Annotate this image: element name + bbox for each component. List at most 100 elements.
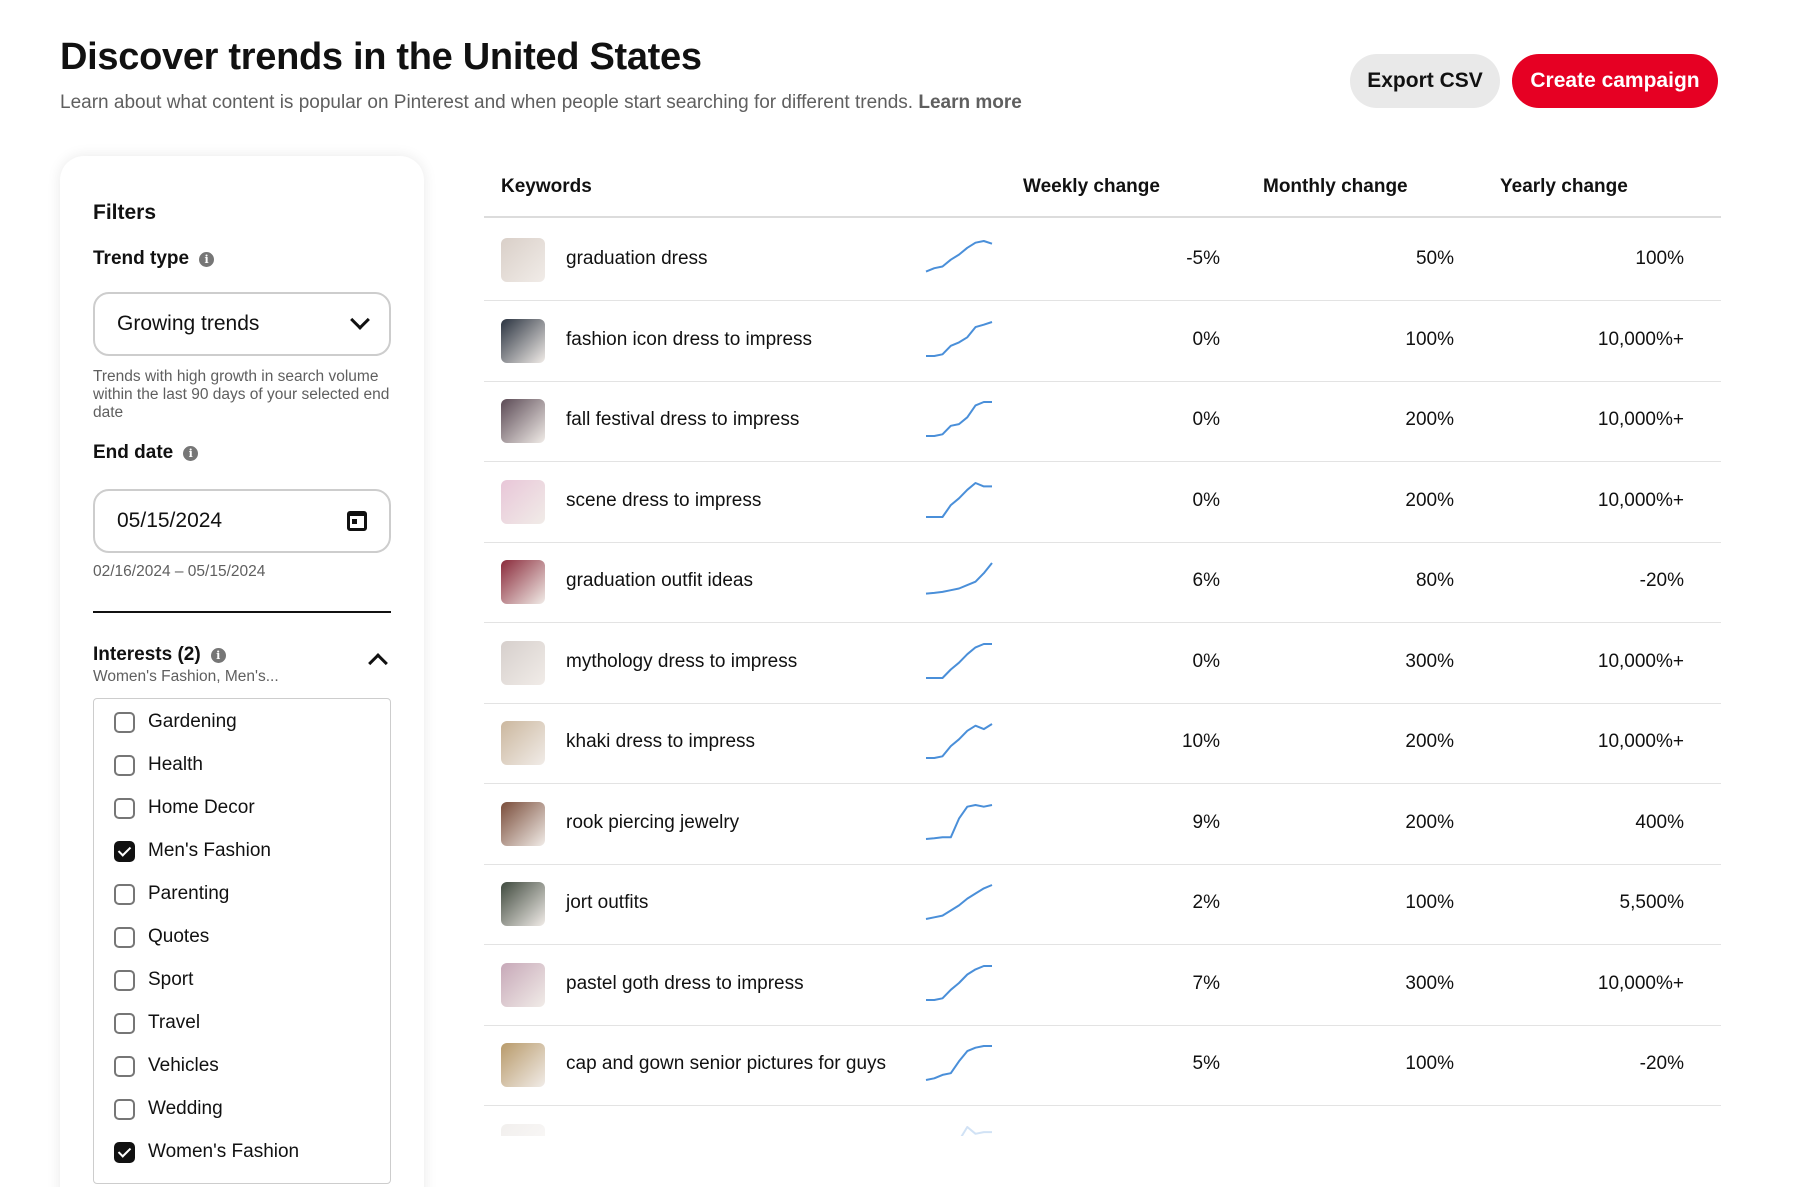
- interest-option[interactable]: Parenting: [114, 883, 229, 905]
- keyword-text[interactable]: cap and gown senior pictures for guys: [566, 1053, 887, 1074]
- trend-line: [925, 803, 993, 840]
- interest-checkbox[interactable]: [114, 1141, 135, 1163]
- interest-checkbox[interactable]: [114, 840, 135, 862]
- interests-checklist[interactable]: Gardening Health Home Decor Men's Fashion Pa…: [93, 698, 391, 1184]
- keyword-text[interactable]: fashion icon dress to impress: [566, 328, 813, 350]
- weekly-change-value: 0%: [1192, 489, 1220, 511]
- interest-option[interactable]: Men's Fashion: [114, 840, 271, 862]
- yearly-change-value: 5,500%: [1619, 892, 1684, 913]
- table-row[interactable]: cap and gown senior pictures for guys 5% 1…: [484, 1025, 1721, 1106]
- trend-sparkline: [925, 240, 993, 273]
- yearly-change-value: 10,000%+: [1597, 409, 1684, 430]
- keyword-text[interactable]: pastel goth dress to impress: [566, 972, 804, 994]
- trend-line: [926, 401, 992, 437]
- keyword-text[interactable]: fall festival dress to impress: [566, 409, 800, 430]
- interest-option[interactable]: Home Decor: [114, 797, 255, 819]
- interest-option[interactable]: Health: [114, 754, 203, 776]
- keyword-text[interactable]: graduation outfit ideas: [566, 570, 753, 591]
- table-row[interactable]: scene dress to impress 0% 200% 10,000%+: [484, 462, 1721, 543]
- keyword-thumbnail: [501, 882, 545, 926]
- trend-sparkline: [925, 803, 993, 840]
- interest-checkbox[interactable]: [114, 1012, 135, 1034]
- interest-label: Men's Fashion: [148, 840, 271, 861]
- trend-line: [925, 884, 993, 920]
- interest-option[interactable]: Sport: [114, 969, 193, 991]
- monthly-change-value: 300%: [1405, 972, 1454, 994]
- weekly-change-value: -5%: [1186, 248, 1220, 269]
- end-date-field[interactable]: 05/15/2024: [93, 489, 391, 553]
- interest-checkbox[interactable]: [114, 969, 135, 991]
- interest-label: Women's Fashion: [148, 1141, 300, 1162]
- interests-toggle[interactable]: Interests (2) i Women's Fashion, Men's..…: [93, 644, 391, 686]
- yearly-change-value: 400%: [1635, 811, 1684, 833]
- interest-label: Sport: [148, 969, 194, 990]
- keyword-text[interactable]: jort outfits: [566, 892, 649, 913]
- table-row[interactable]: pastel goth dress to impress 7% 300% 10,000…: [484, 945, 1721, 1026]
- header-monthly-change[interactable]: Monthly change: [1263, 176, 1408, 197]
- table-row[interactable]: fall festival dress to impress 0% 200% 10,0…: [484, 381, 1721, 462]
- interest-label: Gardening: [148, 711, 237, 732]
- interest-option[interactable]: Quotes: [114, 926, 209, 948]
- interest-option[interactable]: Gardening: [114, 711, 237, 733]
- interests-title: Interests (2) i: [93, 644, 391, 666]
- interest-checkbox[interactable]: [114, 754, 135, 776]
- trend-line: [925, 1045, 992, 1081]
- yearly-change-value: 10,000%+: [1597, 328, 1684, 350]
- trend-line: [926, 642, 992, 679]
- trend-type-select[interactable]: Growing trends: [93, 292, 391, 356]
- create-campaign-button[interactable]: Create campaign: [1512, 54, 1718, 108]
- subtitle-text: Learn about what content is popular on P…: [60, 92, 914, 113]
- calendar-icon[interactable]: [347, 511, 367, 531]
- interest-checkbox[interactable]: [114, 883, 135, 905]
- trend-sparkline: [925, 1045, 992, 1081]
- interest-checkbox[interactable]: [114, 926, 135, 948]
- interest-checkbox[interactable]: [114, 711, 135, 733]
- filters-title: Filters: [93, 201, 157, 224]
- table-row[interactable]: graduation outfit ideas 6% 80% -20%: [484, 542, 1721, 623]
- table-row[interactable]: jort outfits 2% 100% 5,500%: [484, 864, 1721, 945]
- header-yearly-change[interactable]: Yearly change: [1500, 176, 1628, 197]
- interest-option[interactable]: Wedding: [114, 1098, 223, 1120]
- keyword-thumbnail: [501, 318, 545, 363]
- interest-label: Home Decor: [148, 797, 255, 818]
- keyword-text[interactable]: rook piercing jewelry: [566, 811, 740, 833]
- keyword-text[interactable]: mythology dress to impress: [566, 650, 798, 672]
- interest-checkbox[interactable]: [114, 1055, 135, 1077]
- interest-checkbox[interactable]: [114, 1098, 135, 1120]
- learn-more-link[interactable]: Learn more: [918, 92, 1022, 113]
- table-row[interactable]: graduation dress -5% 50% 100%: [484, 220, 1721, 301]
- table-row[interactable]: mythology dress to impress 0% 300% 10,000%+: [484, 623, 1721, 704]
- export-csv-button[interactable]: Export CSV: [1350, 54, 1500, 108]
- info-icon[interactable]: i: [210, 647, 226, 663]
- interest-checkbox[interactable]: [114, 797, 135, 819]
- weekly-change-value: 5%: [1192, 1053, 1220, 1074]
- keyword-thumbnail: [501, 962, 545, 1007]
- yearly-change-value: 10,000%+: [1597, 731, 1684, 752]
- interest-option[interactable]: Women's Fashion: [114, 1141, 299, 1163]
- table-row[interactable]: fashion icon dress to impress 0% 100% 10,00…: [484, 301, 1721, 382]
- interest-label: Vehicles: [148, 1055, 219, 1076]
- interest-option[interactable]: Vehicles: [114, 1055, 219, 1077]
- trend-sparkline: [926, 401, 992, 437]
- interests-label: Interests (2): [93, 644, 201, 665]
- monthly-change-value: 80%: [1415, 570, 1454, 591]
- header-weekly-change[interactable]: Weekly change: [1023, 176, 1160, 197]
- keyword-thumbnail: [501, 1123, 545, 1136]
- trend-line: [926, 481, 992, 518]
- trend-line: [926, 723, 993, 759]
- keyword-text[interactable]: graduation dress: [566, 248, 708, 269]
- interest-option[interactable]: Travel: [114, 1012, 200, 1034]
- info-icon[interactable]: i: [199, 251, 215, 267]
- keyword-text[interactable]: scene dress to impress: [566, 489, 762, 511]
- info-icon[interactable]: i: [183, 445, 199, 461]
- weekly-change-value: 0%: [1192, 328, 1220, 350]
- keyword-thumbnail: [501, 560, 545, 604]
- table-row[interactable]: rook piercing jewelry 9% 200% 400%: [484, 784, 1721, 865]
- yearly-change-value: 10,000%+: [1597, 489, 1684, 511]
- yearly-change-value: 10,000%+: [1597, 972, 1684, 994]
- monthly-change-value: 100%: [1405, 1053, 1454, 1074]
- keyword-thumbnail: [501, 1043, 545, 1087]
- keyword-text[interactable]: khaki dress to impress: [566, 731, 756, 752]
- table-row[interactable]: khaki dress to impress 10% 200% 10,000%+: [484, 703, 1721, 784]
- table-row[interactable]: [484, 1106, 1721, 1136]
